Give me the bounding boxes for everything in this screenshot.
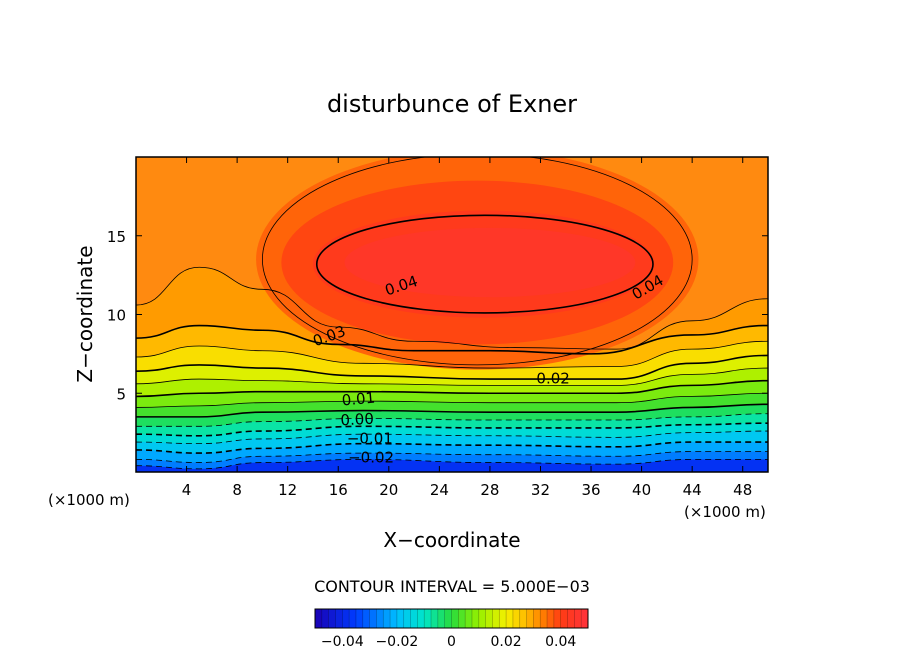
x-unit-right: (×1000 m): [684, 503, 766, 521]
colorbar-swatch: [362, 609, 370, 628]
contour-line-0.03: [136, 324, 768, 355]
colorbar-tick-label: 0.02: [491, 634, 522, 650]
contour-line-0.015: [136, 367, 768, 386]
contour-interval-note: CONTOUR INTERVAL = 5.000E−03: [314, 577, 590, 596]
colorbar-swatch: [410, 609, 418, 628]
colorbar-swatch: [417, 609, 425, 628]
contour-label: −0.01: [347, 429, 393, 447]
contour-lines: [136, 157, 768, 470]
x-tick-label: 32: [531, 481, 550, 499]
contour-line-0.005: [136, 392, 768, 408]
colorbar-swatch: [485, 609, 493, 628]
colorbar-swatch: [335, 609, 343, 628]
contour-line-0.025: [136, 340, 768, 369]
colorbar-swatch: [574, 609, 582, 628]
colorbar-swatch: [437, 609, 445, 628]
colorbar-tick-label: 0.04: [545, 634, 576, 650]
colorbar-swatch: [390, 609, 398, 628]
colorbar-swatch: [328, 609, 336, 628]
y-axis-ticks: 5 10 15: [107, 228, 768, 403]
colorbar-stripes: [314, 609, 589, 628]
x-tick-label: 28: [480, 481, 499, 499]
y-axis-label: Z−coordinate: [73, 245, 97, 382]
colorbar-swatch: [451, 609, 459, 628]
colorbar-swatch: [321, 609, 329, 628]
contour-line-0: [136, 403, 768, 418]
colorbar-frame: [314, 608, 589, 629]
colorbar-swatch: [560, 609, 568, 628]
x-tick-label: 24: [430, 481, 449, 499]
x-tick-label: 12: [278, 481, 297, 499]
colorbar-swatch: [567, 609, 575, 628]
contour-line--0.015: [136, 430, 768, 445]
colorbar-swatch: [581, 609, 589, 628]
colorbar-swatch: [492, 609, 500, 628]
contour-label: 0.02: [536, 370, 569, 388]
x-tick-label: 40: [632, 481, 651, 499]
colorbar-swatch: [471, 609, 480, 628]
colorbar-tick-label: 0: [447, 634, 456, 650]
colorbar-swatch: [458, 609, 466, 628]
colorbar-swatch: [512, 609, 521, 628]
band-high-0.045: [344, 227, 636, 298]
colorbar-swatch: [355, 609, 364, 628]
contour-labels: 0.04 0.040.030.020.010.00−0.01−0.02: [310, 271, 666, 466]
contour-line--0.035: [136, 458, 768, 470]
colorbar-swatch: [396, 609, 405, 628]
x-unit-left: (×1000 m): [48, 491, 130, 509]
colorbar-swatch: [499, 609, 507, 628]
colorbar-swatch: [547, 609, 555, 628]
colorbar-swatch: [465, 609, 473, 628]
contour-line-0.033: [136, 266, 768, 350]
colorbar-swatch: [431, 609, 439, 628]
y-tick-label: 15: [107, 228, 126, 246]
colorbar-swatch: [478, 609, 486, 628]
colorbar-swatch: [369, 609, 377, 628]
colorbar-tick-labels: −0.04 −0.02 0 0.02 0.04: [321, 634, 577, 650]
contour-line--0.025: [136, 451, 768, 463]
contour-line-0.035: [262, 157, 693, 366]
x-tick-label: 44: [683, 481, 702, 499]
contour-line-0.02: [136, 354, 768, 380]
y-tick-label: 10: [107, 307, 126, 325]
x-tick-label: 4: [182, 481, 192, 499]
colorbar-swatch: [444, 609, 452, 628]
colorbar: −0.04 −0.02 0 0.02 0.04: [314, 608, 589, 650]
contour-line-0.01: [136, 379, 768, 398]
colorbar-swatch: [533, 609, 541, 628]
x-axis-label: X−coordinate: [383, 528, 520, 552]
colorbar-swatch: [519, 609, 527, 628]
contour-label: −0.02: [348, 448, 394, 466]
colorbar-swatch: [383, 609, 391, 628]
contour-label: 0.01: [341, 389, 376, 410]
x-tick-label: 36: [581, 481, 600, 499]
band-below--0.035: [136, 459, 768, 472]
colorbar-swatch: [540, 609, 548, 628]
colorbar-swatch: [553, 609, 561, 628]
contour-label: 0.00: [340, 410, 374, 430]
colorbar-swatch: [342, 609, 350, 628]
x-tick-label: 48: [733, 481, 752, 499]
contour-line--0.01: [136, 422, 768, 437]
x-axis-ticks: 4 8 12 16 20 24 28 32 36 40 44 48: [182, 157, 752, 499]
colorbar-swatch: [376, 609, 384, 628]
colorbar-swatch: [424, 609, 432, 628]
colorbar-swatch: [403, 609, 411, 628]
y-tick-label: 5: [116, 385, 126, 403]
colorbar-swatch: [315, 609, 323, 628]
colorbar-swatch: [526, 609, 534, 628]
chart-title: disturbunce of Exner: [327, 90, 577, 118]
colorbar-tick-label: −0.04: [321, 634, 364, 650]
plot-area: 0.04 0.040.030.020.010.00−0.01−0.02 4 8 12 1…: [107, 156, 769, 499]
x-tick-label: 8: [232, 481, 242, 499]
x-tick-label: 20: [379, 481, 398, 499]
contour-line-0.04: [315, 214, 654, 314]
colorbar-swatch: [349, 609, 357, 628]
contour-line--0.02: [136, 441, 768, 454]
x-tick-label: 16: [329, 481, 348, 499]
colorbar-swatch: [506, 609, 514, 628]
colorbar-tick-label: −0.02: [375, 634, 418, 650]
